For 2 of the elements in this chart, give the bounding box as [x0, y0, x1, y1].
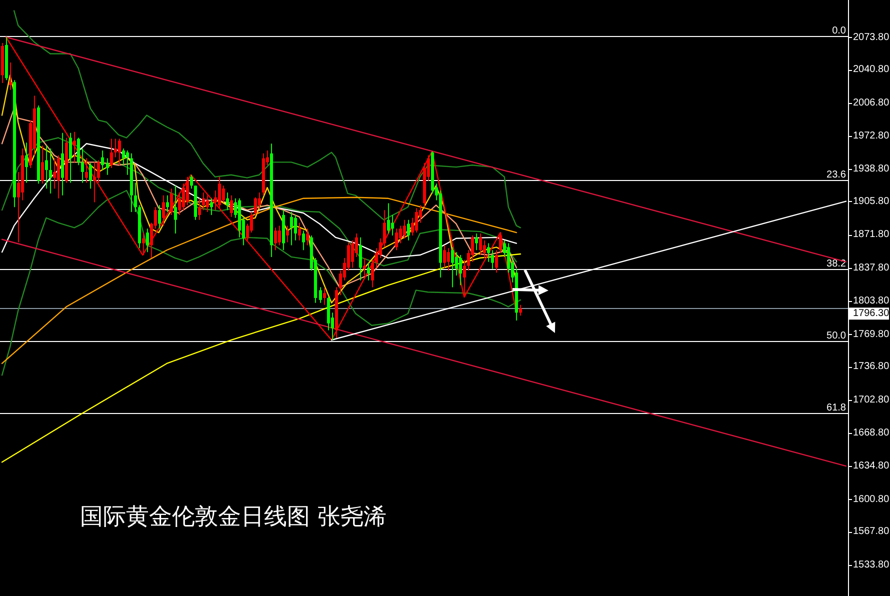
title: 国际黄金伦敦金日线图 张尧浠 — [80, 504, 386, 530]
ref-line-label: 1796.30 — [853, 308, 890, 320]
